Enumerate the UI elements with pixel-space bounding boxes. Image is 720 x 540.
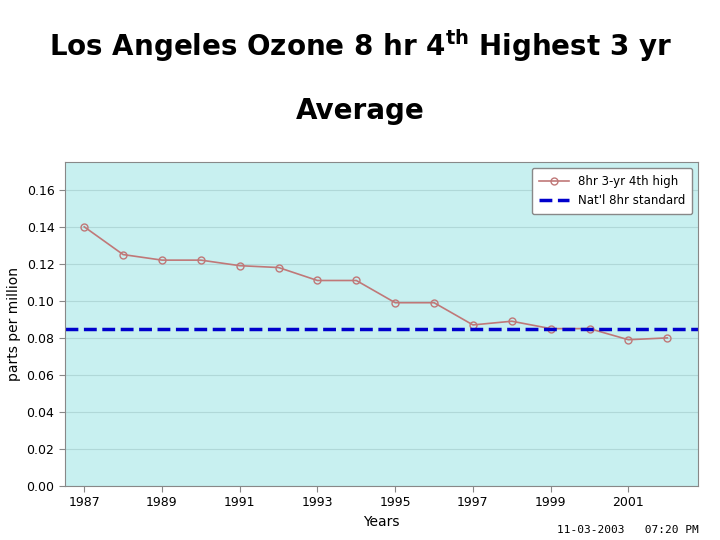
Line: 8hr 3-yr 4th high: 8hr 3-yr 4th high [81,224,671,343]
8hr 3-yr 4th high [508,318,516,325]
8hr 3-yr 4th high [546,326,555,332]
8hr 3-yr 4th high [235,262,244,269]
8hr 3-yr 4th high [624,336,633,343]
8hr 3-yr 4th high [274,264,283,271]
Legend: 8hr 3-yr 4th high, Nat'l 8hr standard: 8hr 3-yr 4th high, Nat'l 8hr standard [532,168,693,214]
Text: 11-03-2003   07:20 PM: 11-03-2003 07:20 PM [557,524,698,535]
Y-axis label: parts per million: parts per million [6,267,21,381]
8hr 3-yr 4th high [352,277,361,284]
8hr 3-yr 4th high [80,224,89,230]
8hr 3-yr 4th high [391,300,400,306]
8hr 3-yr 4th high [663,335,672,341]
8hr 3-yr 4th high [585,326,594,332]
8hr 3-yr 4th high [158,257,166,264]
8hr 3-yr 4th high [197,257,205,264]
8hr 3-yr 4th high [430,300,438,306]
8hr 3-yr 4th high [119,251,127,258]
Text: Los Angeles Ozone 8 hr 4$\mathregular{^{th}}$ Highest 3 yr: Los Angeles Ozone 8 hr 4$\mathregular{^{… [48,27,672,64]
X-axis label: Years: Years [364,515,400,529]
8hr 3-yr 4th high [469,322,477,328]
8hr 3-yr 4th high [313,277,322,284]
Text: Average: Average [296,97,424,125]
